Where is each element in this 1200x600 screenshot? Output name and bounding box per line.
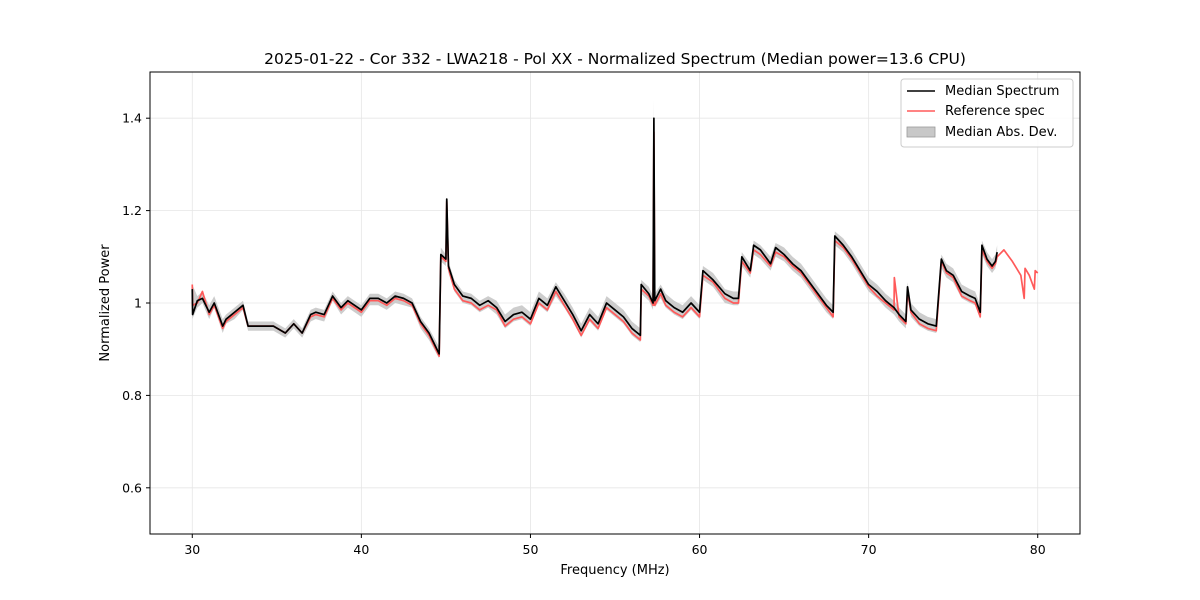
series-band-median-abs-dev — [192, 99, 998, 359]
x-tick-label: 40 — [353, 542, 369, 557]
y-axis-label: Normalized Power — [98, 244, 113, 362]
y-tick-label: 1 — [134, 296, 142, 311]
x-tick-label: 60 — [692, 542, 708, 557]
x-tick-label: 30 — [184, 542, 200, 557]
legend-label-reference-spec: Reference spec — [945, 104, 1045, 119]
x-tick-label: 50 — [523, 542, 539, 557]
plot-area — [191, 99, 1039, 359]
y-tick-label: 1.4 — [122, 111, 142, 126]
chart-title: 2025-01-22 - Cor 332 - LWA218 - Pol XX -… — [264, 50, 966, 68]
axis-ticks: 30 40 50 60 70 80 0.6 0.8 1 1.2 1.4 — [122, 111, 1046, 557]
legend-label-median-spectrum: Median Spectrum — [945, 84, 1059, 99]
series-line-median-spectrum — [191, 117, 998, 355]
legend-label-median-abs-dev: Median Abs. Dev. — [945, 125, 1057, 140]
legend-swatch-median-abs-dev — [906, 126, 936, 138]
x-tick-label: 70 — [861, 542, 877, 557]
x-tick-label: 80 — [1030, 542, 1046, 557]
legend-box — [900, 78, 1074, 148]
y-tick-label: 0.8 — [122, 388, 142, 403]
x-axis-label: Frequency (MHz) — [560, 563, 669, 578]
y-tick-label: 0.6 — [122, 480, 142, 495]
y-tick-label: 1.2 — [122, 203, 142, 218]
legend: Median Spectrum Reference spec Median Ab… — [900, 78, 1074, 148]
